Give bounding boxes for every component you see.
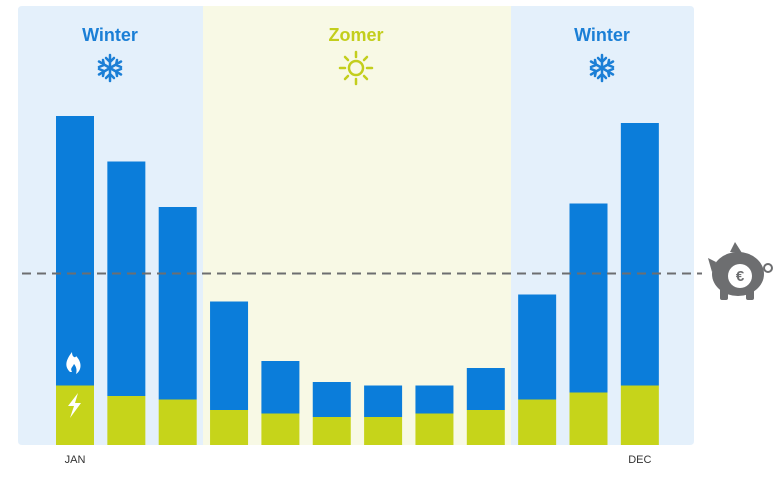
x-tick-label: DEC xyxy=(628,454,651,466)
bar-segment xyxy=(158,399,197,445)
gas-icon xyxy=(66,352,81,374)
bar-segment xyxy=(518,294,557,400)
bar-segment xyxy=(107,396,146,445)
bar-segment xyxy=(158,207,197,400)
bar-segment xyxy=(56,385,94,445)
snowflake-icon xyxy=(589,53,615,83)
summer-background xyxy=(203,6,511,445)
bar-segment xyxy=(518,399,557,445)
bar-segment xyxy=(415,385,454,414)
bar-segment xyxy=(261,413,300,445)
x-tick-label: JAN xyxy=(65,454,86,466)
bar-segment xyxy=(569,392,608,445)
bar-segment xyxy=(466,368,505,410)
bar-segment xyxy=(210,410,249,445)
electricity-icon xyxy=(68,393,81,418)
bar-segment xyxy=(312,417,351,445)
bar-segment xyxy=(569,203,608,393)
bar-segment xyxy=(620,385,659,445)
svg-text:€: € xyxy=(736,268,745,285)
bars xyxy=(56,116,659,445)
season-label: Zomer xyxy=(328,25,383,45)
bar-segment xyxy=(415,413,454,445)
season-label: Winter xyxy=(574,25,630,45)
season-label: Winter xyxy=(82,25,138,45)
x-axis: JAN DEC xyxy=(65,454,652,466)
bar-segment xyxy=(466,410,505,445)
snowflake-icon xyxy=(97,53,123,83)
piggy-bank-icon: € xyxy=(708,242,773,300)
bar-segment xyxy=(620,123,659,386)
sun-icon xyxy=(338,50,374,86)
bar-segment xyxy=(107,161,146,396)
bar-segment xyxy=(312,382,351,417)
bar-segment xyxy=(261,361,300,414)
bar-segment xyxy=(210,301,249,410)
bar-segment xyxy=(364,385,403,417)
bar-segment xyxy=(364,417,403,445)
bar-segment xyxy=(56,116,94,386)
